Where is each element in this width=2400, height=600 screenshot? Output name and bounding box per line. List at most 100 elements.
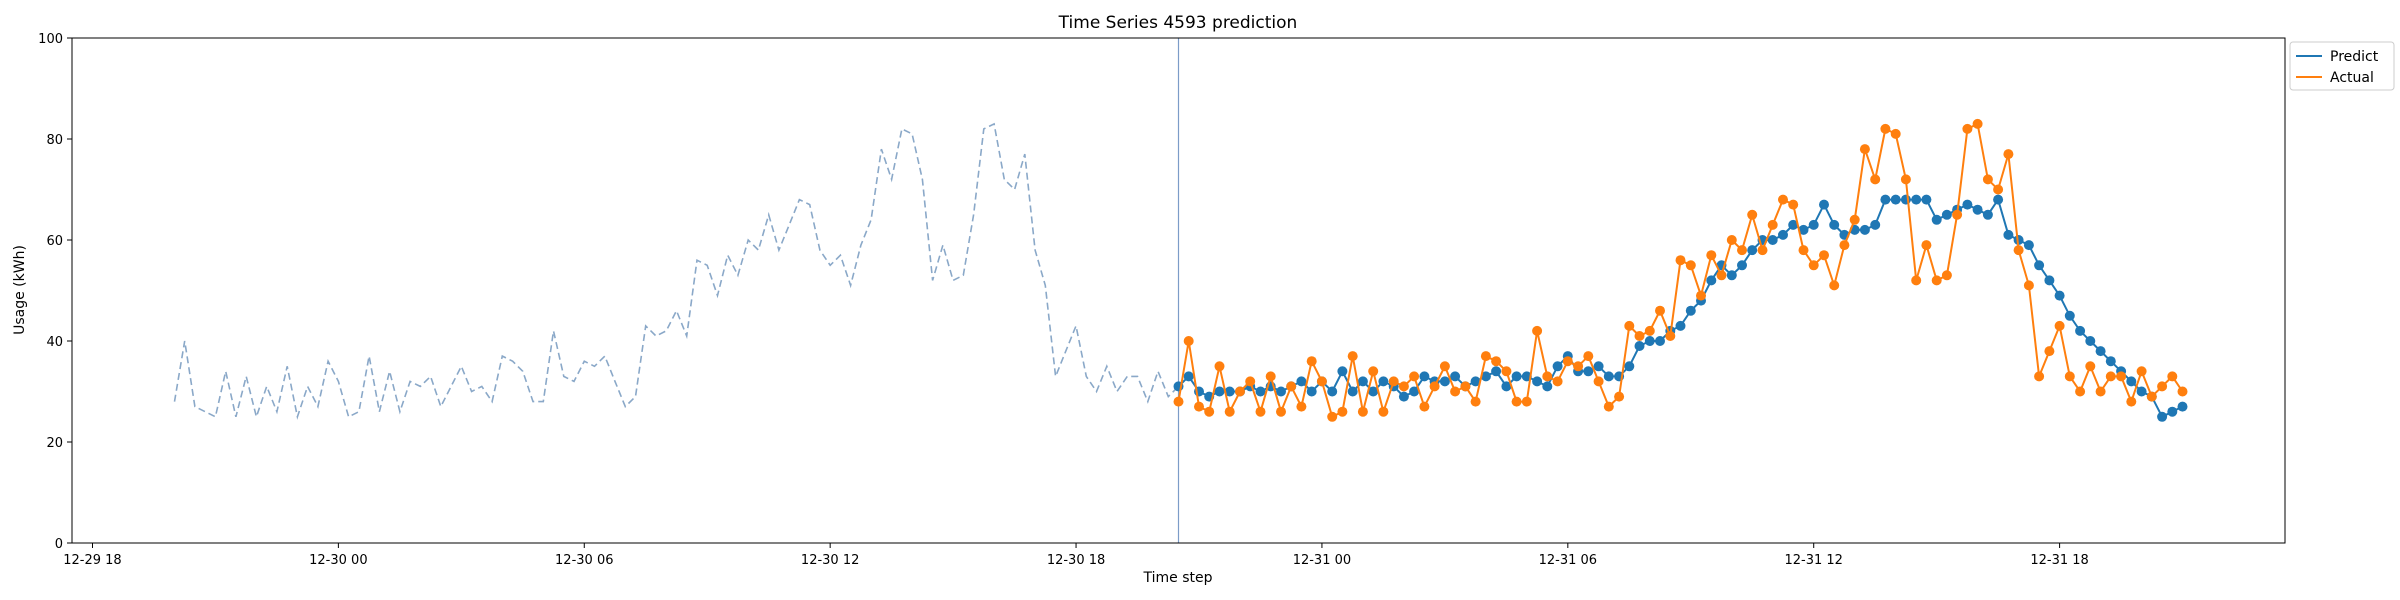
predict-point (1870, 219, 1881, 230)
actual-point (1276, 406, 1286, 417)
y-tick-label: 20 (46, 436, 63, 451)
predict-point (1972, 204, 1983, 215)
predict-point (1808, 219, 1819, 230)
predict-point (1511, 371, 1522, 382)
actual-point (1480, 351, 1491, 362)
actual-point (1224, 406, 1235, 417)
predict-point (1706, 275, 1717, 286)
predict-point (1357, 376, 1368, 387)
actual-point (2167, 371, 2178, 382)
actual-point (2177, 386, 2188, 397)
predict-point (2177, 401, 2188, 412)
legend-predict-label: Predict (2330, 49, 2379, 65)
actual-point (1644, 325, 1655, 336)
actual-point (1952, 209, 1963, 220)
predict-point (2054, 290, 2065, 301)
actual-point (1583, 351, 1594, 362)
predict-point (2075, 325, 2086, 336)
predict-point (1819, 199, 1829, 210)
actual-point (1378, 406, 1389, 417)
predict-point (1644, 336, 1655, 346)
predict-point (1859, 224, 1870, 235)
predict-point (2095, 346, 2106, 357)
x-tick-label: 12-31 00 (1293, 553, 1351, 568)
actual-point (1316, 376, 1327, 387)
actual-point (1194, 401, 1204, 412)
actual-point (1593, 376, 1604, 387)
predict-point (1306, 386, 1317, 397)
actual-point (1286, 381, 1297, 392)
actual-point (2075, 386, 2086, 397)
predict-point (1911, 194, 1922, 205)
y-axis: 0 20 40 60 80 100 (38, 32, 72, 552)
actual-point (1839, 240, 1850, 251)
predict-point (2085, 336, 2096, 346)
actual-point (1173, 396, 1184, 407)
predict-point (1214, 386, 1225, 397)
actual-point (1255, 406, 1266, 417)
predict-point (1224, 386, 1235, 397)
actual-point (1306, 356, 1317, 367)
predict-point (2034, 260, 2045, 271)
actual-point (1972, 118, 1983, 129)
predict-point (1296, 376, 1307, 387)
predict-point (2023, 240, 2034, 251)
predict-point (2003, 229, 2014, 240)
y-axis-label: Usage (kWh) (12, 245, 28, 335)
actual-point (1931, 275, 1942, 286)
predict-point (1532, 376, 1543, 387)
predict-point (1347, 386, 1358, 397)
predict-point (1747, 245, 1758, 256)
actual-point (1634, 331, 1645, 341)
predict-point (2126, 376, 2137, 387)
plot-frame (71, 37, 2286, 544)
predict-point (1491, 366, 1502, 377)
actual-point (1655, 305, 1665, 316)
actual-point (1347, 351, 1358, 362)
actual-point (2085, 361, 2096, 372)
actual-point (1726, 235, 1737, 245)
predict-point (1470, 376, 1481, 387)
actual-point (1911, 275, 1922, 286)
actual-point (1747, 209, 1758, 220)
actual-point (1552, 376, 1563, 387)
actual-point (1562, 356, 1573, 367)
actual-point (1798, 245, 1809, 256)
x-tick-label: 12-30 00 (309, 553, 367, 568)
actual-point (1716, 270, 1727, 281)
actual-point (1941, 270, 1952, 281)
actual-point (1491, 356, 1502, 367)
actual-point (1706, 250, 1717, 261)
actual-point (1685, 260, 1696, 271)
actual-point (1265, 371, 1276, 382)
predict-point (1624, 361, 1635, 372)
plot-area (173, 38, 2188, 543)
actual-point (1808, 260, 1819, 271)
actual-point (2023, 280, 2034, 291)
predict-point (2136, 386, 2147, 397)
predict-point (1450, 371, 1461, 382)
actual-point (2146, 391, 2157, 402)
actual-point (1737, 245, 1747, 256)
actual-point (1573, 361, 1584, 372)
actual-point (1819, 250, 1829, 261)
actual-point (1470, 396, 1481, 407)
predict-point (1583, 366, 1594, 377)
predict-point (1480, 371, 1491, 382)
actual-point (1296, 401, 1307, 412)
x-tick-label: 12-30 12 (801, 553, 859, 568)
actual-point (2126, 396, 2137, 407)
actual-point (1624, 320, 1635, 331)
history-line (173, 122, 1180, 420)
actual-point (1368, 366, 1379, 377)
actual-point (1890, 128, 1901, 139)
predict-point (2044, 275, 2055, 286)
predict-point (1993, 194, 2004, 205)
actual-point (1696, 290, 1706, 301)
predict-point (1941, 209, 1952, 220)
predict-point (1675, 320, 1686, 331)
actual-point (1327, 411, 1338, 422)
actual-point (1900, 174, 1911, 185)
actual-point (1245, 376, 1256, 387)
